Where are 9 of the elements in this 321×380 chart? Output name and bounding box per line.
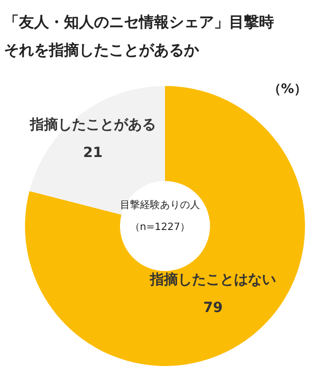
text: （%） — [268, 81, 307, 98]
text: （n=1227） — [128, 221, 192, 235]
slice-label: 指摘したことがある — [28, 116, 156, 134]
text: 目撃経験ありの人 — [119, 198, 201, 213]
data-label: 79 — [203, 300, 223, 316]
slice-label: 指摘したことはない — [149, 270, 276, 288]
data-label: 21 — [83, 145, 103, 162]
chart-title: 「友人・知人のニセ情報シェア」目撃時 — [4, 12, 275, 33]
chart-subtitle: それを指摘したことがあるか — [4, 40, 200, 61]
